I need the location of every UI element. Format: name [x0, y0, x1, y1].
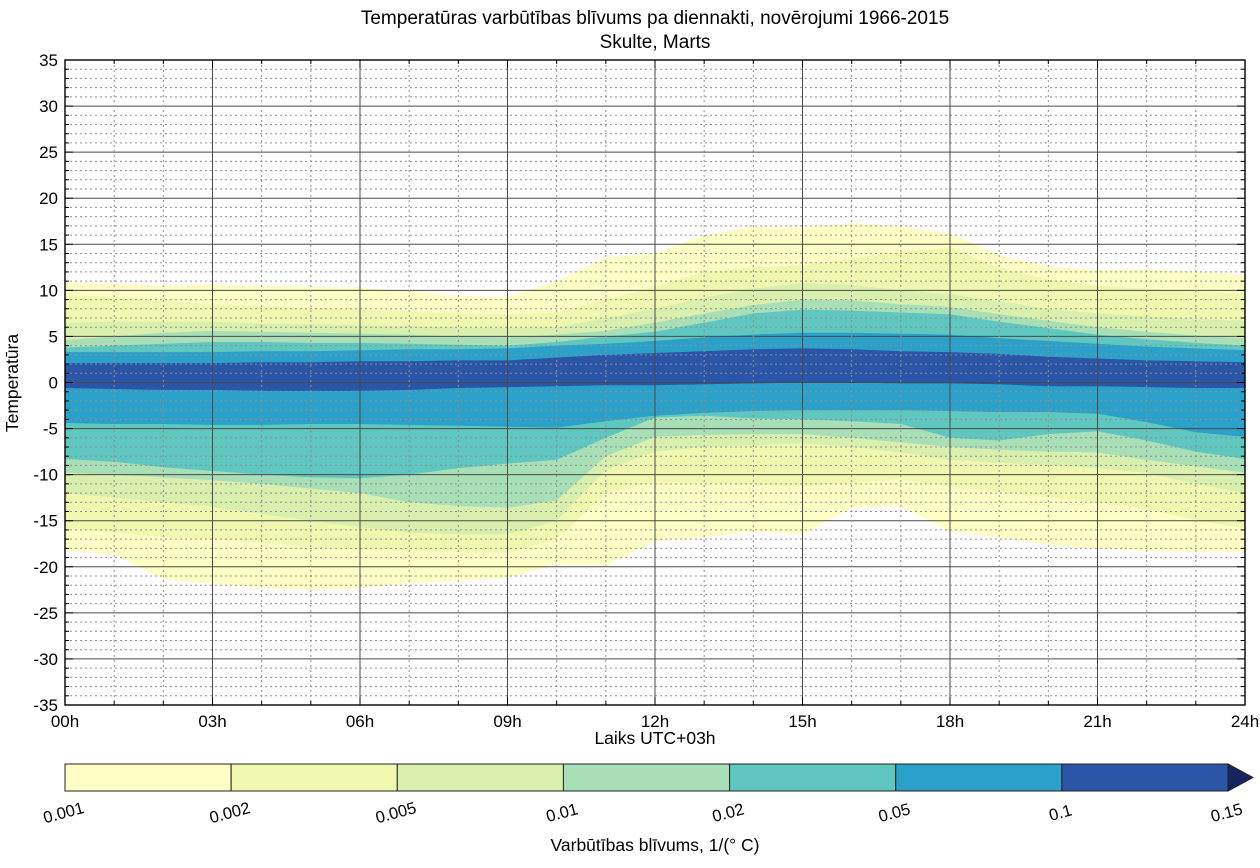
y-tick-label: 20	[39, 189, 58, 208]
y-tick-labels: 35 30 25 20 15 10 5 0 -5 -10 -15 -20 -25 -30 -35	[33, 51, 58, 715]
y-tick-label: -5	[43, 420, 58, 439]
chart-title-line1: Temperatūras varbūtības blīvums pa dienn…	[361, 8, 949, 29]
y-tick-label: -25	[33, 604, 58, 623]
colorbar	[64, 763, 1255, 792]
y-tick-label: 30	[39, 97, 58, 116]
y-tick-label: 15	[39, 235, 58, 254]
x-axis-label: Laiks UTC+03h	[594, 728, 715, 748]
y-tick-label: 0	[49, 374, 58, 393]
colorbar-label: Varbūtības blīvums, 1/(° C)	[551, 835, 760, 855]
colorbar-tick-label: 0.1	[1047, 802, 1074, 825]
colorbar-segment-0.05	[895, 763, 1063, 792]
x-tick-label: 06h	[346, 712, 374, 731]
y-tick-label: 5	[49, 327, 58, 346]
y-tick-label: -15	[33, 512, 58, 531]
y-tick-label: -20	[33, 558, 58, 577]
grid-lines	[65, 60, 1245, 705]
y-tick-label: 10	[39, 281, 58, 300]
colorbar-segment-0.1	[1061, 763, 1229, 792]
chart-title-line2: Skulte, Marts	[600, 32, 711, 53]
x-tick-labels: 00h 03h 06h 09h 12h 15h 18h 21h 24h	[51, 712, 1259, 731]
colorbar-segment-0.001	[64, 763, 232, 792]
y-tick-label: 25	[39, 143, 58, 162]
x-tick-label: 15h	[788, 712, 816, 731]
plot-border	[64, 59, 1246, 706]
y-axis-label: Temperatūra	[2, 334, 22, 433]
y-tick-label: 35	[39, 51, 58, 70]
y-tick-label: -30	[33, 650, 58, 669]
colorbar-segment-0.002	[230, 763, 398, 792]
colorbar-segment-0.02	[729, 763, 897, 792]
y-tick-label: -35	[33, 696, 58, 715]
x-tick-label: 00h	[51, 712, 79, 731]
colorbar-overflow-arrow	[1227, 763, 1255, 792]
x-tick-label: 24h	[1231, 712, 1259, 731]
x-tick-label: 18h	[936, 712, 964, 731]
x-tick-label: 03h	[198, 712, 226, 731]
colorbar-segment-0.01	[562, 763, 731, 792]
x-tick-label: 21h	[1083, 712, 1111, 731]
x-tick-label: 12h	[641, 712, 669, 731]
x-tick-label: 09h	[493, 712, 521, 731]
y-tick-label: -10	[33, 466, 58, 485]
colorbar-segment-0.005	[396, 763, 564, 792]
